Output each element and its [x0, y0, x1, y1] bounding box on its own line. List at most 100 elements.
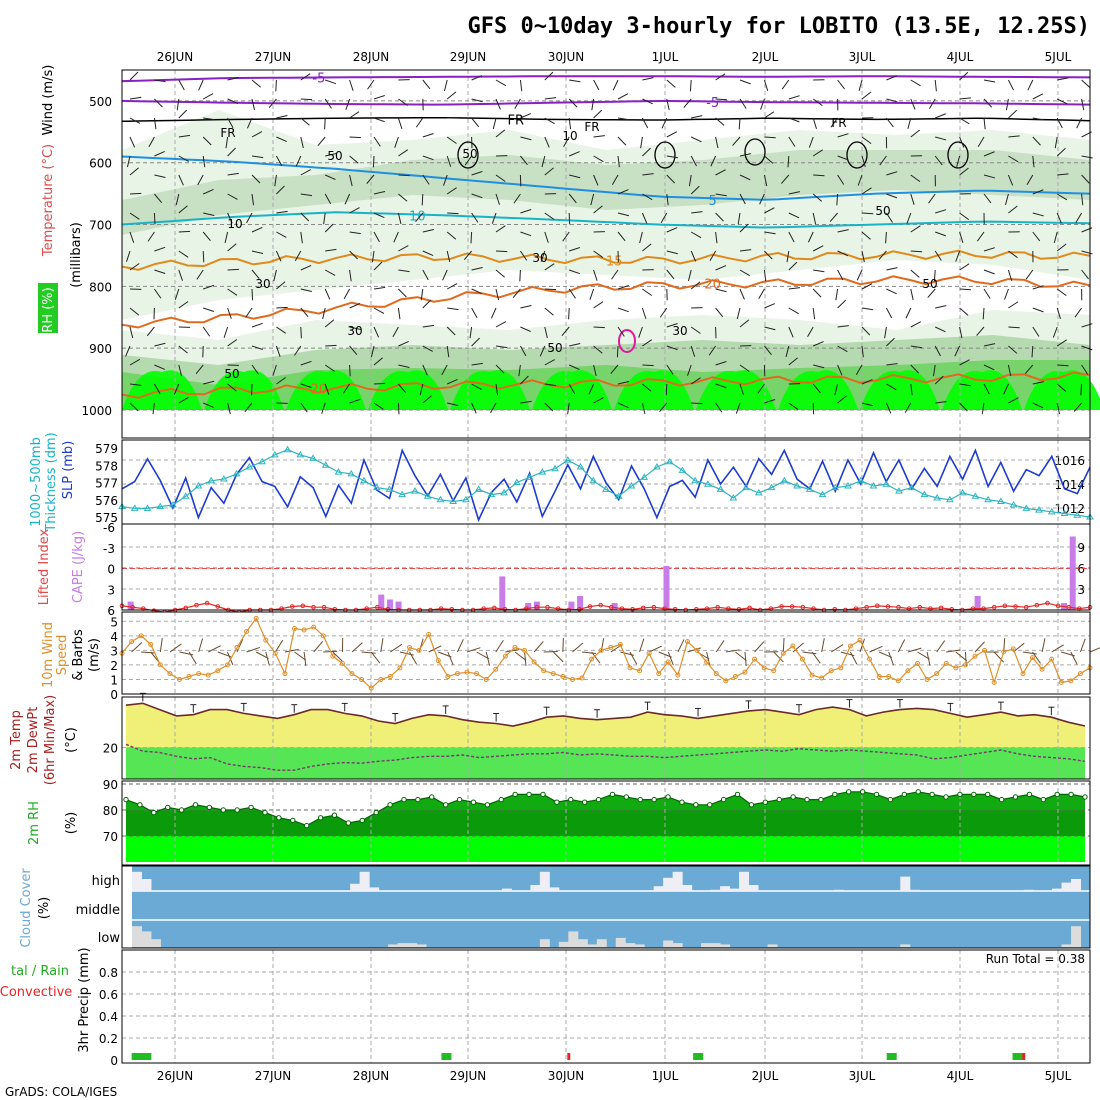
cloud-low-bar — [720, 944, 731, 947]
wind-barb — [910, 364, 920, 374]
wind-barb — [422, 395, 432, 404]
wind-speed-marker — [368, 685, 374, 691]
wind-barb — [569, 151, 580, 157]
wind-barb — [300, 383, 312, 388]
top-date-8: 4JUL — [947, 50, 974, 64]
wind-barb — [1081, 174, 1090, 184]
wind-barb — [788, 231, 795, 243]
wind-barb — [153, 288, 162, 299]
cloud-low-bar — [900, 944, 911, 947]
wind-barb — [373, 212, 385, 219]
wind-speed-marker — [560, 674, 566, 680]
wind-barb — [739, 153, 752, 157]
rh-marker — [387, 802, 393, 808]
wind-barb — [300, 307, 309, 317]
wind-barb — [732, 136, 741, 146]
rh-marker — [859, 789, 866, 795]
rh-marker — [568, 796, 574, 803]
wind-speed-marker — [522, 647, 528, 653]
wind-barb — [176, 98, 180, 111]
wind-barb — [1073, 402, 1082, 412]
wind-barb — [935, 136, 947, 141]
wind-barb — [294, 250, 302, 262]
wind-barb — [519, 79, 523, 92]
wind-barb — [641, 307, 647, 319]
wind-speed-marker — [330, 653, 336, 659]
wind-barb — [227, 193, 238, 200]
wind-barb — [272, 364, 277, 376]
wind-barb — [520, 231, 532, 237]
wind-barb — [300, 117, 310, 126]
li-marker — [1045, 600, 1050, 606]
wind-barb — [593, 109, 603, 119]
wind-barb — [519, 269, 521, 282]
wind-speed-marker — [493, 666, 499, 672]
wind-barb — [178, 269, 183, 281]
surface-wind-barb — [926, 651, 931, 666]
wind-barb — [349, 231, 361, 235]
rh-contour-label-11: 50 — [327, 149, 342, 163]
wind-barb — [886, 337, 895, 347]
rh-contour-label-1: 10 — [227, 217, 242, 231]
surface-wind-barb — [208, 645, 221, 653]
wind-barb — [276, 114, 288, 119]
precip-total-bar — [131, 1053, 142, 1060]
wind-barb — [666, 345, 678, 351]
wind-barb — [910, 155, 923, 157]
wind-barb — [739, 223, 749, 233]
wind-barb — [959, 71, 969, 81]
wind-barb — [691, 402, 703, 405]
thickness-marker — [640, 473, 649, 480]
wind-barb — [857, 174, 863, 186]
wind-barb — [227, 383, 237, 392]
rh-marker — [707, 802, 713, 808]
wind-barb — [202, 345, 204, 358]
wind-barb — [835, 288, 839, 301]
wind-barb — [788, 402, 799, 410]
thickness-marker — [563, 456, 572, 463]
wind-barb — [886, 383, 897, 391]
rh-marker — [456, 796, 463, 803]
wind-barb — [349, 136, 361, 139]
wind-speed-marker — [244, 628, 250, 634]
wind-barb — [415, 212, 424, 222]
wind-barb — [246, 212, 253, 224]
wind-barb — [813, 174, 825, 177]
wind-barb — [569, 79, 581, 83]
wind-barb — [129, 167, 139, 176]
li-marker — [1055, 603, 1061, 609]
cloud-level-middle: middle — [76, 903, 120, 918]
wind-barb — [611, 174, 619, 186]
wind-tick-1: 1 — [110, 673, 118, 687]
wind-barb — [274, 174, 277, 187]
wind-barb — [959, 288, 971, 291]
wind-barb — [611, 269, 619, 280]
panel-frame — [121, 696, 1091, 780]
ylabel-precip-2: Convective — [0, 985, 72, 1000]
wind-barb — [642, 77, 654, 81]
dewpoint-line — [125, 743, 1086, 771]
isotherm-label-3: 5 — [709, 194, 717, 209]
wind-barb — [1008, 250, 1018, 259]
wind-barb — [300, 193, 313, 197]
pressure-tick-800: 800 — [89, 280, 112, 294]
wind-barb — [512, 288, 521, 298]
surface-wind-barb — [514, 651, 527, 661]
li-marker — [311, 604, 316, 610]
wind-barb — [343, 288, 351, 300]
rh-contour-label-4: 30 — [347, 324, 362, 338]
isotherm-6 — [121, 275, 1091, 329]
wind-barb — [617, 189, 629, 195]
wind-barb — [154, 342, 166, 347]
wind-barb — [398, 79, 410, 81]
wind-barb — [1056, 117, 1063, 129]
cape-bar — [1069, 536, 1076, 610]
bottom-date-5: 1JUL — [652, 1069, 679, 1083]
wind-barb — [178, 134, 191, 138]
wind-barb — [641, 117, 649, 129]
wind-barb — [788, 212, 800, 219]
thickness-marker — [156, 502, 165, 510]
li-marker — [991, 604, 997, 610]
wind-barb — [495, 288, 500, 301]
wind-speed-marker — [646, 650, 652, 656]
